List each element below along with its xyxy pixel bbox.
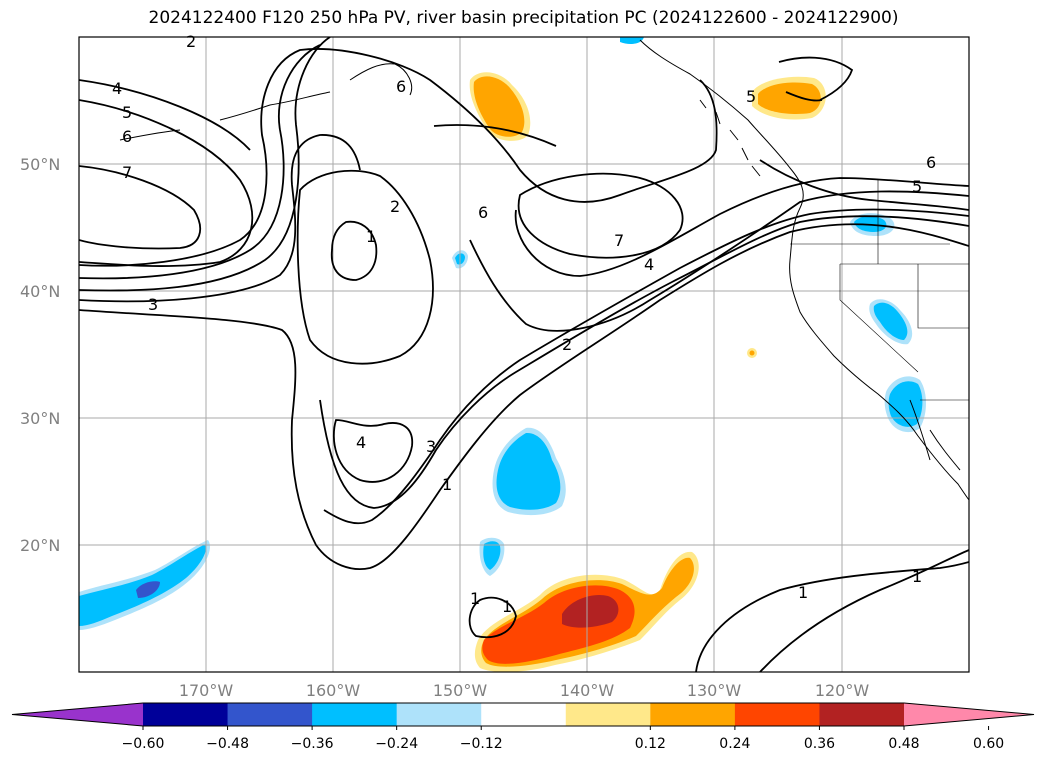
gridlines <box>79 37 969 672</box>
contour-label: 4 <box>644 255 654 274</box>
contour-label: 6 <box>926 153 936 172</box>
longitude-labels: 170°W 160°W 150°W 140°W 130°W 120°W <box>179 681 870 700</box>
pv-contour <box>330 220 378 281</box>
contour-label: 3 <box>148 295 158 314</box>
pv-contour <box>517 172 684 259</box>
lon-label: 150°W <box>433 681 488 700</box>
pv-contour <box>514 177 969 277</box>
positive-anomaly-region <box>473 76 525 137</box>
colorbar-tick-label: 0.12 <box>635 736 666 752</box>
negative-anomaly-region <box>873 302 908 340</box>
lat-label: 30°N <box>20 409 60 428</box>
north-america-coastline <box>639 39 969 501</box>
contour-label: 6 <box>396 77 406 96</box>
pv-contour <box>468 596 517 638</box>
pv-contour <box>79 99 254 267</box>
colorbar-segment <box>481 703 567 726</box>
positive-anomaly-region <box>562 594 619 628</box>
contour-label: 6 <box>478 203 488 222</box>
colorbar-segment <box>312 703 398 726</box>
pv-contour <box>759 549 969 672</box>
map-frame <box>78 36 970 673</box>
pv-contour <box>778 56 854 102</box>
negative-anomaly-region <box>888 381 923 427</box>
contour-label: 7 <box>614 231 624 250</box>
colorbar-segment <box>650 703 736 726</box>
lon-label: 170°W <box>179 681 234 700</box>
pv-contour <box>319 215 969 509</box>
contour-label: 1 <box>912 567 922 586</box>
colorbar-tick-label: 0.36 <box>804 736 835 752</box>
pv-contour <box>323 208 969 525</box>
pv-contour <box>79 79 251 151</box>
colorbar-tick-label: 0.48 <box>888 736 919 752</box>
latitude-labels: 50°N 40°N 30°N 20°N <box>20 155 60 555</box>
contour-label: 1 <box>798 583 808 602</box>
lon-label: 160°W <box>306 681 361 700</box>
map-background <box>79 37 969 672</box>
pv-contour <box>79 44 321 280</box>
pv-contour <box>79 37 331 292</box>
colorbar-extend-min <box>12 703 143 726</box>
colorbar-tick-label: −0.36 <box>291 736 334 752</box>
contour-label: 3 <box>426 437 436 456</box>
pv-contour <box>296 169 434 365</box>
contour-label: 4 <box>112 79 122 98</box>
negative-anomaly-region <box>483 541 501 570</box>
colorbar-tick-label: −0.48 <box>206 736 249 752</box>
colorbar: −0.60 −0.48 −0.36 −0.24 −0.12 0.12 0.24 0.36 0.4… <box>11 702 1035 752</box>
contour-label: 5 <box>122 103 132 122</box>
colorbar-segment <box>227 703 313 726</box>
contour-label: 2 <box>186 32 196 51</box>
lon-label: 120°W <box>815 681 870 700</box>
pv-contour <box>695 561 969 672</box>
baja-coastline <box>909 399 961 471</box>
lat-label: 20°N <box>20 536 60 555</box>
pv-contour <box>332 419 414 483</box>
pv-contour <box>79 134 361 303</box>
contour-label: 2 <box>390 197 400 216</box>
lon-label: 140°W <box>560 681 615 700</box>
pv-contour <box>79 223 969 570</box>
lat-label: 50°N <box>20 155 60 174</box>
colorbar-tick-label: −0.24 <box>375 736 418 752</box>
pv-contour <box>759 159 969 211</box>
colorbar-extend-max <box>904 703 1034 726</box>
negative-anomaly-region <box>620 37 644 45</box>
pv-contour <box>79 165 202 250</box>
positive-anomaly-region <box>749 350 755 356</box>
coastline-islands <box>699 99 761 177</box>
colorbar-segment <box>819 703 905 726</box>
contour-label: 4 <box>356 433 366 452</box>
pv-contours <box>79 37 969 672</box>
colorbar-tick-label: −0.12 <box>460 736 503 752</box>
colorbar-segment <box>565 703 651 726</box>
contour-label: 5 <box>746 87 756 106</box>
lat-label: 40°N <box>20 282 60 301</box>
colorbar-tick-label: −0.60 <box>122 736 165 752</box>
contour-label: 1 <box>502 597 512 616</box>
contour-label: 5 <box>912 177 922 196</box>
colorbar-tick-label: 0.24 <box>719 736 750 752</box>
lon-label: 130°W <box>687 681 742 700</box>
colorbar-tick-label: 0.60 <box>973 736 1004 752</box>
contour-label: 2 <box>562 335 572 354</box>
negative-anomaly-region <box>136 581 160 598</box>
pv-contour <box>433 124 557 147</box>
contour-labels: 2 4 5 6 7 6 3 1 2 6 7 4 2 1 3 4 1 1 1 1 … <box>112 32 936 616</box>
contour-label: 6 <box>122 127 132 146</box>
colorbar-segment <box>396 703 482 726</box>
contour-label: 1 <box>470 589 480 608</box>
contour-label: 1 <box>442 475 452 494</box>
state-borders <box>790 180 969 401</box>
plot-title: 2024122400 F120 250 hPa PV, river basin … <box>148 8 899 28</box>
colorbar-segment <box>734 703 820 726</box>
pv-contour <box>469 190 969 332</box>
colorbar-segment <box>143 703 229 726</box>
contour-label: 1 <box>366 227 376 246</box>
negative-anomaly-region <box>496 432 561 510</box>
contour-label: 7 <box>122 163 132 182</box>
positive-anomaly-region <box>758 82 821 114</box>
